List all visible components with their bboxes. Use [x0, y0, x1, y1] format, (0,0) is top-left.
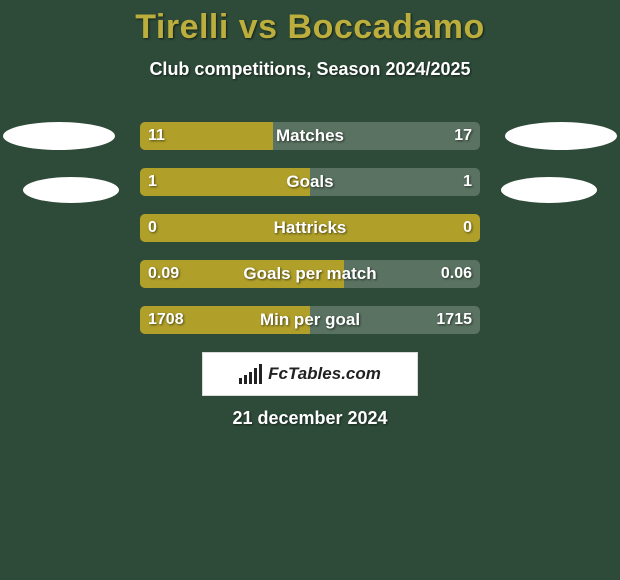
stat-bar-track: 00: [140, 214, 480, 242]
stat-bar-track: 11: [140, 168, 480, 196]
stat-left-value: 1708: [148, 306, 184, 334]
stat-bar-track: 1708 1715: [140, 306, 480, 334]
stat-right-value: 17: [454, 122, 472, 150]
stat-row: 0.090.06Goals per match: [0, 260, 620, 306]
stat-row: 17081715Min per goal: [0, 306, 620, 352]
stat-right-value: 0: [463, 214, 472, 242]
snapshot-date: 21 december 2024: [0, 408, 620, 429]
stat-right-value: 1: [463, 168, 472, 196]
stat-left-value: 11: [148, 122, 165, 150]
stat-bar-left-fill: [140, 214, 480, 242]
stat-bar-track: 0.09 0.06: [140, 260, 480, 288]
stat-left-value: 0: [148, 214, 157, 242]
logo-bars-icon: [239, 364, 262, 384]
stat-row: 00Hattricks: [0, 214, 620, 260]
stat-right-value: 0.06: [441, 260, 472, 288]
stat-left-value: 1: [148, 168, 157, 196]
stat-bar-track: 11 17: [140, 122, 480, 150]
stat-left-value: 0.09: [148, 260, 179, 288]
stats-container: 1117Matches11Goals00Hattricks0.090.06Goa…: [0, 122, 620, 352]
page-subtitle: Club competitions, Season 2024/2025: [0, 59, 620, 80]
branding-badge: FcTables.com: [202, 352, 418, 396]
comparison-infographic: Tirelli vs Boccadamo Club competitions, …: [0, 0, 620, 580]
stat-row: 1117Matches: [0, 122, 620, 168]
stat-right-value: 1715: [436, 306, 472, 334]
stat-bar-left-fill: [140, 168, 310, 196]
branding-text: FcTables.com: [268, 364, 381, 384]
page-title: Tirelli vs Boccadamo: [0, 0, 620, 47]
stat-row: 11Goals: [0, 168, 620, 214]
